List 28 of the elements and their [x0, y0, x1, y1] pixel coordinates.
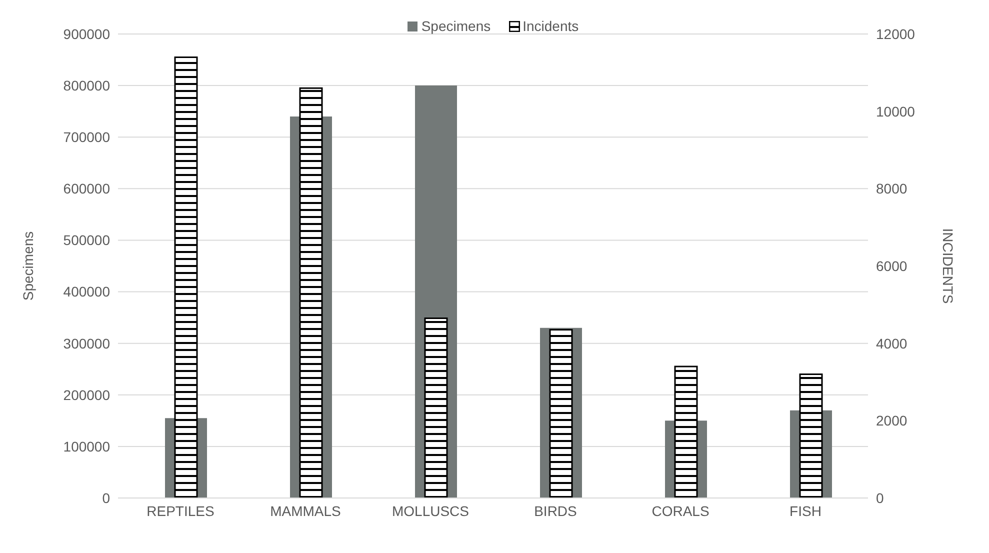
y2-tick-label: 4000	[876, 335, 908, 352]
y-tick-label: 700000	[63, 129, 110, 146]
x-tick-label: CORALS	[652, 502, 710, 519]
y-tick-label: 900000	[63, 26, 110, 42]
y2-tick-label: 2000	[876, 412, 908, 429]
x-tick-label: MOLLUSCS	[392, 502, 470, 519]
x-tick-label: FISH	[790, 502, 822, 519]
bar	[424, 317, 448, 498]
y2-axis-title: INCIDENTS	[940, 228, 956, 304]
legend-label: Specimens	[420, 18, 491, 34]
y2-tick-label: 12000	[876, 26, 916, 42]
y-tick-label: 100000	[63, 438, 110, 454]
x-tick-label: REPTILES	[146, 502, 214, 519]
y-tick-label: 600000	[63, 180, 110, 197]
y2-tick-label: 10000	[876, 103, 916, 120]
y-axis-title: Specimens	[20, 231, 36, 301]
y-tick-label: 200000	[63, 386, 110, 403]
y-tick-label: 800000	[63, 78, 110, 94]
y-tick-label: 400000	[63, 284, 110, 300]
x-tick-label: MAMMALS	[270, 502, 341, 519]
y-tick-label: 0	[102, 490, 110, 506]
x-tick-label: BIRDS	[534, 502, 577, 519]
y2-tick-label: 8000	[876, 180, 908, 197]
y2-tick-label: 0	[876, 490, 884, 506]
y-tick-label: 300000	[63, 335, 110, 352]
legend-label: Incidents	[522, 18, 579, 34]
y2-tick-label: 6000	[876, 258, 908, 274]
y-tick-label: 500000	[63, 232, 110, 248]
